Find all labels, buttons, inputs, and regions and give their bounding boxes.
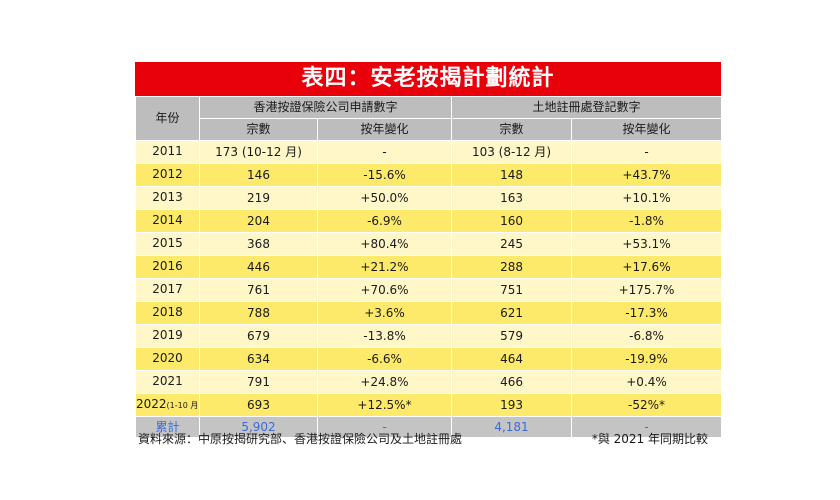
land-change-cell: -6.8% [571,324,723,348]
land-count-cell: 160 [451,209,573,233]
hkmc-count-header: 宗數 [199,118,318,141]
year-cell: 2014 [135,209,200,233]
table-row: 2014 204 -6.9% 160 -1.8% [135,209,723,233]
year-cell: 2022(1-10 月) [135,393,200,417]
land-count-cell: 621 [451,301,573,325]
hkmc-change-cell: -13.8% [316,324,453,348]
year-cell: 2013 [135,186,200,210]
hkmc-change-cell: +21.2% [316,255,453,279]
hkmc-change-cell: +3.6% [316,301,453,325]
table-title: 表四：安老按揭計劃統計 [135,62,721,96]
land-count-cell: 464 [451,347,573,371]
hkmc-change-cell: +24.8% [316,370,453,394]
land-change-cell: -19.9% [571,347,723,371]
hkmc-change-header: 按年變化 [316,118,453,141]
land-change-cell: +17.6% [571,255,723,279]
year-cell: 2011 [135,140,200,164]
land-count-cell: 148 [451,163,573,187]
land-change-header: 按年變化 [571,118,723,141]
table-row: 2012 146 -15.6% 148 +43.7% [135,163,723,187]
hkmc-count-cell: 791 [199,370,318,394]
total-row: 累計 5,902 - 4,181 - [135,416,723,438]
land-change-cell: -1.8% [571,209,723,233]
table-row: 2021 791 +24.8% 466 +0.4% [135,370,723,394]
land-change-cell: +0.4% [571,370,723,394]
stats-table-panel: 表四：安老按揭計劃統計 年份 香港按證保險公司申請數字 土地註冊處登記數字 宗數… [135,62,723,438]
land-change-cell: +53.1% [571,232,723,256]
hkmc-count-cell: 634 [199,347,318,371]
table-row: 2013 219 +50.0% 163 +10.1% [135,186,723,210]
reverse-mortgage-table: 年份 香港按證保險公司申請數字 土地註冊處登記數字 宗數 按年變化 宗數 按年變… [135,96,723,438]
hkmc-count-cell: 788 [199,301,318,325]
source-note: 資料來源：中原按揭研究部、香港按證保險公司及土地註冊處 [138,432,463,446]
land-change-cell: +175.7% [571,278,723,302]
land-registry-group-header: 土地註冊處登記數字 [451,96,723,119]
total-label: 累計 [135,416,200,438]
hkmc-change-cell: -6.9% [316,209,453,233]
hkmc-count-cell: 446 [199,255,318,279]
hkmc-group-header: 香港按證保險公司申請數字 [198,96,453,119]
land-count-cell: 163 [451,186,573,210]
land-count-cell: 245 [451,232,573,256]
table-row: 2015 368 +80.4% 245 +53.1% [135,232,723,256]
total-land-count: 4,181 [451,416,573,438]
hkmc-count-cell: 146 [199,163,318,187]
land-count-cell: 579 [451,324,573,348]
year-column-header: 年份 [135,96,200,141]
hkmc-count-cell: 204 [199,209,318,233]
land-count-cell: 193 [451,393,573,417]
land-count-cell: 288 [451,255,573,279]
year-cell: 2021 [135,370,200,394]
hkmc-change-cell: -15.6% [316,163,453,187]
year-cell: 2017 [135,278,200,302]
land-change-cell: +10.1% [571,186,723,210]
year-cell: 2019 [135,324,200,348]
table-body: 2011 173 (10-12 月) - 103 (8-12 月) - 2012… [135,140,723,438]
year-cell: 2016 [135,255,200,279]
total-land-change: - [571,416,723,438]
comparison-note: *與 2021 年同期比較 [591,432,708,446]
land-change-cell: - [571,140,723,164]
table-row: 2011 173 (10-12 月) - 103 (8-12 月) - [135,140,723,164]
table-row: 2018 788 +3.6% 621 -17.3% [135,301,723,325]
hkmc-count-cell: 693 [199,393,318,417]
land-count-cell: 103 (8-12 月) [451,140,573,164]
total-hkmc-count: 5,902 [199,416,318,438]
hkmc-count-cell: 368 [199,232,318,256]
land-count-cell: 466 [451,370,573,394]
year-cell: 2018 [135,301,200,325]
hkmc-change-cell: - [316,140,453,164]
hkmc-change-cell: +70.6% [316,278,453,302]
year-cell: 2015 [135,232,200,256]
hkmc-count-cell: 173 (10-12 月) [199,140,318,164]
hkmc-change-cell: +12.5%* [316,393,453,417]
year-cell: 2012 [135,163,200,187]
land-change-cell: -17.3% [571,301,723,325]
hkmc-change-cell: +50.0% [316,186,453,210]
land-count-cell: 751 [451,278,573,302]
hkmc-change-cell: +80.4% [316,232,453,256]
hkmc-count-cell: 219 [199,186,318,210]
year-cell: 2020 [135,347,200,371]
table-row: 2017 761 +70.6% 751 +175.7% [135,278,723,302]
land-count-header: 宗數 [451,118,573,141]
total-hkmc-change: - [316,416,453,438]
hkmc-change-cell: -6.6% [316,347,453,371]
table-row: 2016 446 +21.2% 288 +17.6% [135,255,723,279]
hkmc-count-cell: 679 [199,324,318,348]
land-change-cell: -52%* [571,393,723,417]
table-row: 2019 679 -13.8% 579 -6.8% [135,324,723,348]
land-change-cell: +43.7% [571,163,723,187]
table-row: 2020 634 -6.6% 464 -19.9% [135,347,723,371]
table-row: 2022(1-10 月) 693 +12.5%* 193 -52%* [135,393,723,417]
hkmc-count-cell: 761 [199,278,318,302]
